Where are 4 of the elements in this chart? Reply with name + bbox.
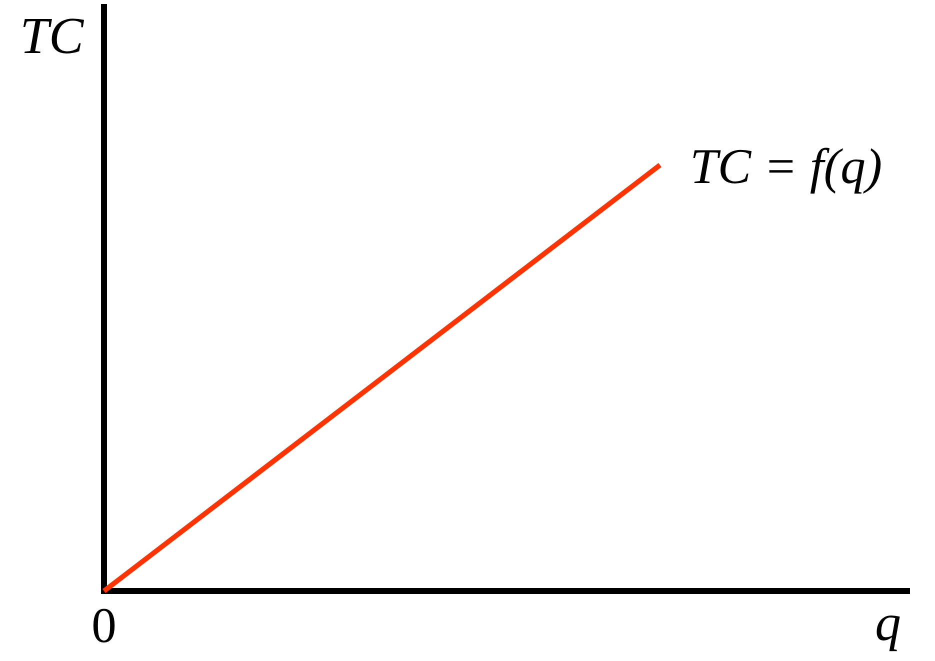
- series-label: TC = f(q): [690, 138, 882, 194]
- y-axis-title: TC: [20, 8, 85, 65]
- x-axis-title: q: [875, 595, 901, 652]
- text: 0: [92, 597, 116, 653]
